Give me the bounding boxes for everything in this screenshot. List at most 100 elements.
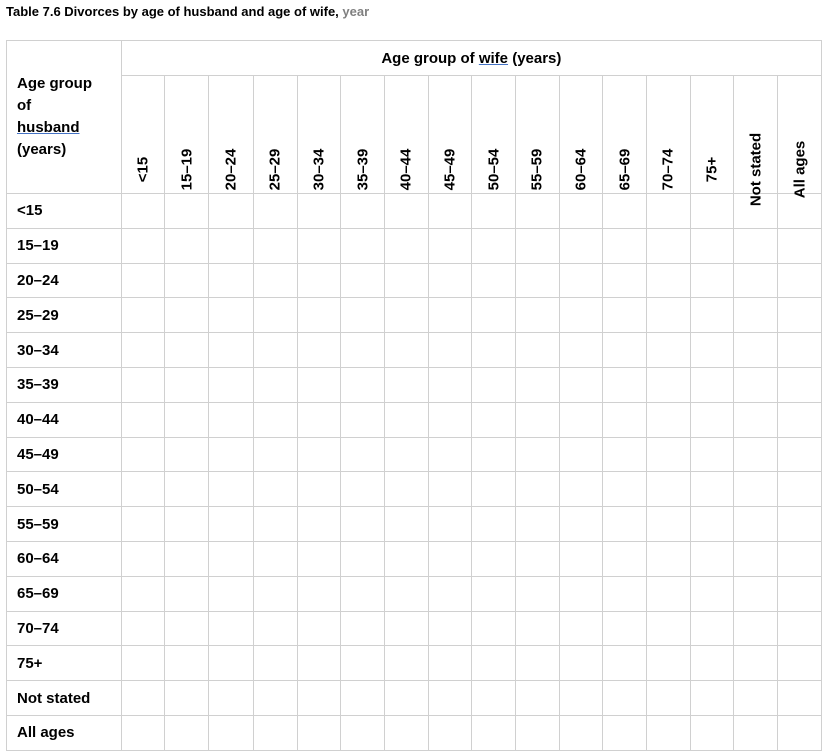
table-cell <box>383 540 429 577</box>
table-cell <box>471 540 516 577</box>
table-cell <box>646 193 691 229</box>
table-cell <box>252 193 298 229</box>
table-cell <box>383 262 429 299</box>
table-cell <box>427 366 473 403</box>
table-cell <box>427 680 473 716</box>
table-cell <box>208 436 254 473</box>
column-header-label: 75+ <box>703 156 721 183</box>
table-cell <box>733 401 779 438</box>
table-cell <box>427 471 473 508</box>
table-cell <box>427 575 473 612</box>
table-cell <box>296 262 342 299</box>
table-cell <box>340 227 385 264</box>
table-cell <box>646 610 691 647</box>
table-cell <box>602 575 648 612</box>
table-cell <box>340 680 385 716</box>
column-header-label: 25–29 <box>266 148 284 191</box>
table-cell <box>777 506 822 542</box>
row-header-label: 45–49 <box>6 436 122 473</box>
column-header-label: 65–69 <box>616 148 634 191</box>
row-header-label: 75+ <box>6 645 122 682</box>
table-cell <box>383 227 429 264</box>
table-cell <box>777 436 822 473</box>
table-cell <box>689 193 735 229</box>
table-cell <box>164 366 210 403</box>
table-cell <box>164 297 210 334</box>
table-cell <box>471 714 516 751</box>
table-cell <box>164 506 210 542</box>
table-cell <box>164 262 210 299</box>
column-header-label: 15–19 <box>178 148 196 191</box>
table-cell <box>340 540 385 577</box>
table-cell <box>558 714 604 751</box>
table-cell <box>777 332 822 368</box>
table-cell <box>120 506 166 542</box>
table-cell <box>164 332 210 368</box>
table-cell <box>646 506 691 542</box>
table-cell <box>383 645 429 682</box>
column-header: 75+ <box>689 75 735 194</box>
table-cell <box>514 645 560 682</box>
table-cell <box>208 401 254 438</box>
table-cell <box>340 262 385 299</box>
table-cell <box>689 436 735 473</box>
table-cell <box>646 227 691 264</box>
table-cell <box>120 540 166 577</box>
table-cell <box>646 714 691 751</box>
table-cell <box>558 332 604 368</box>
row-header-title: Age group of husband (years) <box>6 40 122 194</box>
table-cell <box>558 262 604 299</box>
table-cell <box>427 227 473 264</box>
table-cell <box>602 193 648 229</box>
table-cell <box>340 714 385 751</box>
table-cell <box>514 297 560 334</box>
table-cell <box>471 645 516 682</box>
wife-age-group-header: Age group of wife (years) <box>120 40 822 76</box>
table-cell <box>514 714 560 751</box>
table-row: <15 <box>6 193 822 229</box>
table-cell <box>164 575 210 612</box>
table-cell <box>602 471 648 508</box>
table-cell <box>471 471 516 508</box>
table-cell <box>471 575 516 612</box>
row-header-line1: Age group <box>17 75 92 92</box>
table-cell <box>340 401 385 438</box>
table-cell <box>208 297 254 334</box>
table-cell <box>252 401 298 438</box>
table-cell <box>689 714 735 751</box>
table-cell <box>252 680 298 716</box>
table-cell <box>252 575 298 612</box>
table-cell <box>120 332 166 368</box>
table-row: 65–69 <box>6 575 822 612</box>
table-row: 45–49 <box>6 436 822 473</box>
table-cell <box>558 297 604 334</box>
table-cell <box>471 436 516 473</box>
table-cell <box>689 610 735 647</box>
table-cell <box>777 714 822 751</box>
row-header-label: <15 <box>6 193 122 229</box>
column-header-label: Not stated <box>747 132 765 207</box>
table-cell <box>777 471 822 508</box>
table-cell <box>558 436 604 473</box>
table-cell <box>120 436 166 473</box>
table-cell <box>646 401 691 438</box>
table-cell <box>777 193 822 229</box>
table-cell <box>383 610 429 647</box>
table-cell <box>558 610 604 647</box>
table-cell <box>733 262 779 299</box>
table-cell <box>602 401 648 438</box>
table-cell <box>164 540 210 577</box>
table-row: 15–19 <box>6 227 822 264</box>
row-header-label: 20–24 <box>6 262 122 299</box>
table-cell <box>602 262 648 299</box>
column-header-label: All ages <box>791 140 809 199</box>
table-cell <box>296 227 342 264</box>
table-cell <box>120 227 166 264</box>
table-cell <box>340 610 385 647</box>
table-cell <box>646 262 691 299</box>
row-header-label: All ages <box>6 714 122 751</box>
table-cell <box>558 506 604 542</box>
table-cell <box>558 193 604 229</box>
table-cell <box>689 506 735 542</box>
column-header-label: 70–74 <box>659 148 677 191</box>
